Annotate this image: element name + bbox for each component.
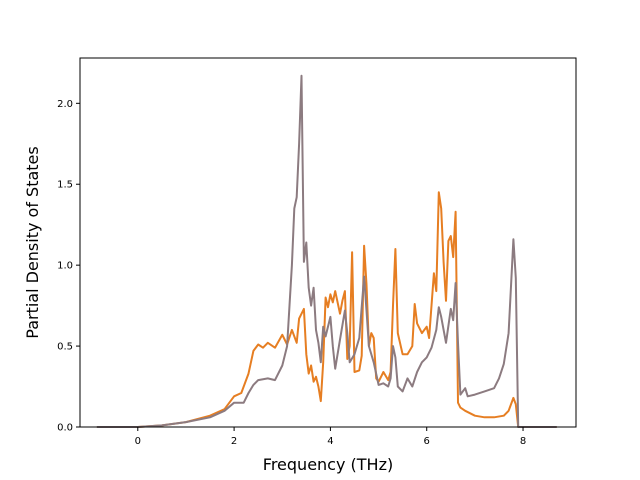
series-line-1 [96, 191, 557, 428]
x-tick-label: 0 [135, 436, 141, 447]
y-axis: 0.0 0.5 1.0 1.5 2.0 [57, 99, 80, 434]
series-line-2 [96, 74, 557, 428]
y-tick-label: 2.0 [57, 99, 73, 110]
y-tick-label: 0.5 [57, 342, 73, 353]
x-tick-label: 4 [327, 436, 333, 447]
y-tick-label: 1.0 [57, 261, 73, 272]
x-axis: 0 2 4 6 8 [135, 427, 526, 447]
series-layer [96, 74, 557, 428]
y-tick-label: 0.0 [57, 423, 73, 434]
y-tick-label: 1.5 [57, 180, 73, 191]
x-tick-label: 2 [231, 436, 237, 447]
x-axis-title: Frequency (THz) [263, 455, 393, 474]
plot-frame [79, 57, 577, 428]
x-tick-label: 6 [424, 436, 430, 447]
y-axis-title: Partial Density of States [23, 146, 42, 338]
x-tick-label: 8 [520, 436, 526, 447]
